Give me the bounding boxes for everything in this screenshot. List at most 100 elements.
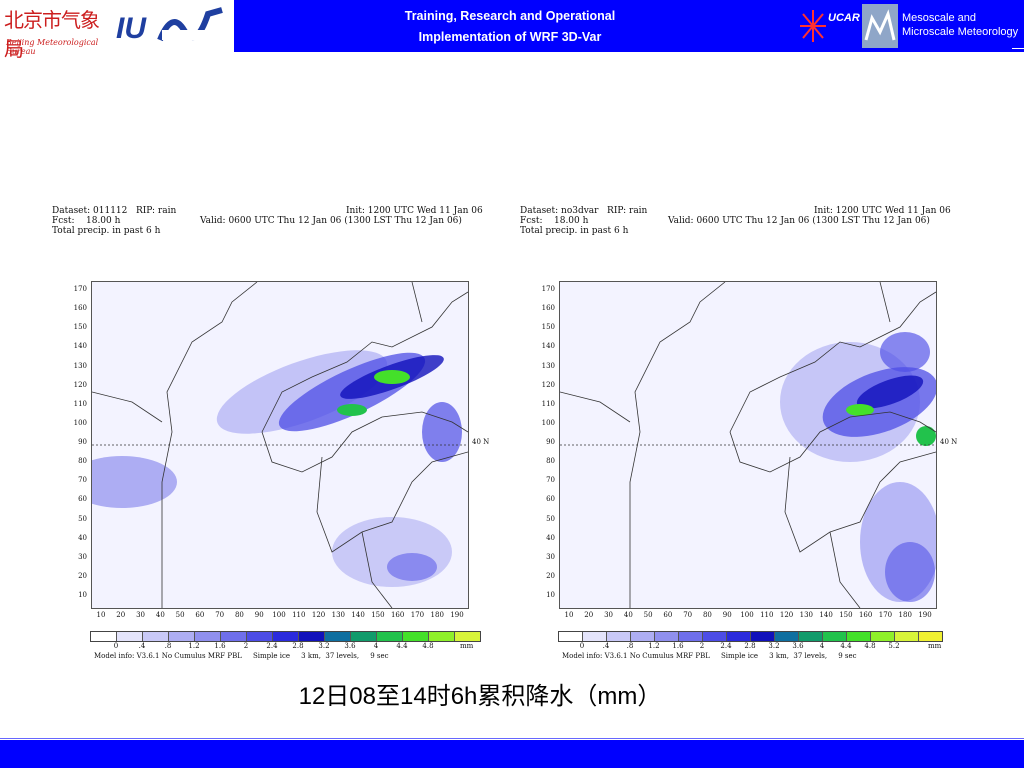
x-tick-label: 190 [918, 611, 932, 619]
colorbar-unit: mm [928, 642, 942, 650]
colorbar-label: 2.4 [266, 642, 278, 650]
y-tick-label: 160 [73, 304, 87, 313]
x-tick-label: 140 [819, 611, 833, 619]
colorbar-segment [117, 632, 143, 641]
x-tick-label: 100 [272, 611, 286, 619]
title-line-1: Training, Research and Operational [404, 9, 616, 23]
colorbar-segment [607, 632, 631, 641]
y-tick-label: 50 [546, 514, 555, 523]
ium-logo: IU [112, 0, 234, 52]
model-info: Model info: V3.6.1 No Cumulus MRF PBL Si… [562, 652, 857, 660]
x-tick-label: 40 [155, 611, 165, 619]
colorbar-segment [273, 632, 299, 641]
ucar-label: UCAR [828, 12, 860, 24]
precip-map-svg [560, 282, 936, 608]
x-tick-label: 180 [898, 611, 912, 619]
x-tick-label: 90 [722, 611, 732, 619]
colorbar [558, 631, 943, 642]
y-tick-label: 60 [78, 495, 87, 504]
dataset-line: Dataset: 011112 RIP: rain [52, 206, 177, 216]
x-tick-label: 150 [371, 611, 385, 619]
precip-shading [780, 332, 936, 602]
y-tick-label: 90 [546, 438, 555, 446]
colorbar-label: 2.8 [292, 642, 304, 650]
x-tick-label: 60 [663, 611, 673, 619]
y-tick-label: 20 [78, 571, 87, 580]
colorbar-segment [895, 632, 919, 641]
colorbar-segment [679, 632, 703, 641]
y-tick-label: 70 [546, 476, 555, 485]
colorbar-segment [429, 632, 455, 641]
colorbar-label: 4.8 [864, 642, 876, 650]
ucar-logo [798, 6, 860, 46]
precip-panel-no3dvar: Dataset: no3dvar RIP: rain Init: 1200 UT… [518, 206, 988, 666]
colorbar-segment [751, 632, 775, 641]
y-tick-label: 150 [541, 323, 555, 332]
x-tick-label: 170 [878, 611, 893, 619]
colorbar-segment [455, 632, 480, 641]
x-tick-label: 70 [215, 611, 225, 619]
colorbar-label: 3.6 [344, 642, 356, 650]
x-tick-label: 90 [254, 611, 264, 619]
y-tick-label: 120 [73, 380, 87, 389]
colorbar-segment [559, 632, 583, 641]
colorbar-label: 0 [113, 642, 119, 650]
y-tick-label: 140 [541, 342, 555, 351]
slide-caption: 12日08至14时6h累积降水（mm） [298, 683, 662, 710]
colorbar-label: .8 [164, 642, 172, 650]
x-tick-label: 180 [430, 611, 444, 619]
colorbar-segment [299, 632, 325, 641]
colorbar-segment [247, 632, 273, 641]
colorbar-label: 1.6 [672, 642, 684, 650]
x-tick-label: 80 [234, 611, 244, 619]
header-divider [1012, 48, 1024, 49]
colorbar-label: 2.8 [744, 642, 756, 650]
logo-bj-english: Beijing Meteorological Bureau [6, 38, 99, 56]
precip-map-svg [92, 282, 468, 608]
colorbar-label: 2 [243, 642, 249, 650]
y-tick-label: 20 [546, 571, 555, 580]
dataset-line: Dataset: no3dvar RIP: rain [520, 206, 648, 216]
y-tick-label: 70 [78, 476, 87, 485]
y-tick-label: 110 [73, 399, 87, 408]
field-line: Total precip. in past 6 h [52, 226, 161, 236]
footer-bar [0, 740, 1024, 768]
x-tick-label: 120 [311, 611, 326, 619]
y-tick-label: 140 [73, 342, 87, 351]
colorbar-label: 0 [579, 642, 585, 650]
y-tick-label: 100 [73, 418, 87, 427]
x-tick-label: 10 [564, 611, 574, 619]
colorbar-label: 2 [699, 642, 705, 650]
colorbar-segment [727, 632, 751, 641]
colorbar-segment [583, 632, 607, 641]
colorbar-label: 4 [373, 642, 379, 650]
colorbar-segment [655, 632, 679, 641]
colorbar-label: .4 [602, 642, 610, 650]
presentation-title: Training, Research and Operational Imple… [340, 6, 680, 48]
x-tick-label: 10 [96, 611, 106, 619]
y-tick-label: 30 [78, 552, 87, 561]
x-tick-label: 160 [390, 611, 405, 619]
fcst-line: Fcst: 18.00 h [520, 216, 589, 226]
x-tick-label: 30 [604, 611, 613, 619]
logo-bj-chinese: 北京市气象局 [4, 8, 100, 61]
y-tick-label: 110 [541, 399, 555, 408]
province-boundaries [92, 282, 468, 608]
colorbar-label: 4.4 [840, 642, 852, 650]
mmm-logo [862, 4, 898, 48]
colorbar-segment [195, 632, 221, 641]
x-tick-label: 170 [410, 611, 425, 619]
precip-map [91, 281, 469, 609]
x-tick-label: 40 [623, 611, 633, 619]
y-tick-label: 10 [78, 591, 87, 599]
y-tick-label: 120 [541, 380, 555, 389]
init-line: Init: 1200 UTC Wed 11 Jan 06 [346, 206, 483, 216]
colorbar-segment [631, 632, 655, 641]
footer-divider [0, 738, 1024, 739]
x-tick-label: 70 [683, 611, 693, 619]
colorbar-label: 3.2 [768, 642, 780, 650]
x-tick-label: 50 [643, 611, 653, 619]
y-tick-label: 170 [73, 285, 87, 293]
valid-line: Valid: 0600 UTC Thu 12 Jan 06 (1300 LST … [200, 216, 462, 226]
lat-label: 40 N [940, 438, 958, 446]
